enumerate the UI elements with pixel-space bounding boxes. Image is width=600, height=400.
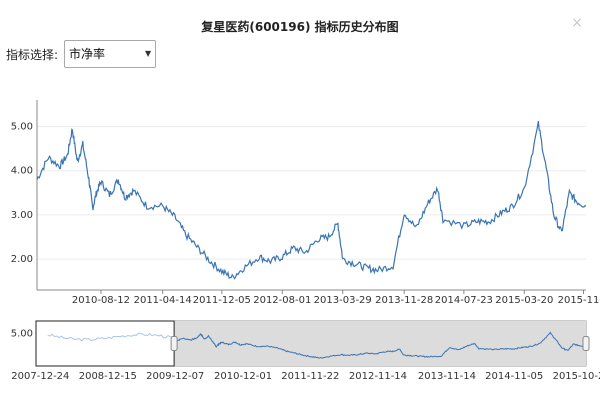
y-tick-label: 4.00 [11,166,33,177]
y-tick-label: 3.00 [11,210,33,221]
navigator-x-tick-label: 2015-10-28 [553,371,600,382]
x-tick-label: 2013-03-29 [314,295,372,306]
main-plot-area: 2.00 3.00 4.00 5.00 2010-08-12 2011-04-14 2011… [11,100,600,306]
y-tick-label: 2.00 [11,254,33,265]
navigator-x-tick-label: 2007-12-24 [11,371,69,382]
x-tick-label: 2011-12-05 [193,295,251,306]
x-tick-label: 2010-08-12 [72,295,130,306]
navigator-left-handle[interactable] [170,336,178,351]
indicator-select[interactable]: 市净率 ▼ [64,40,157,68]
navigator-y-tick-label: 5.00 [11,328,33,339]
series-line [36,120,587,280]
indicator-selector: 指标选择: 市净率 ▼ [6,40,157,68]
navigator-x-tick-label: 2011-11-22 [281,371,339,382]
navigator-selection[interactable] [174,321,586,366]
chevron-down-icon[interactable]: ▼ [144,49,152,58]
navigator-area: 5.00 2007-12-24 2008-12-15 2009-12-07 2010-1… [11,320,600,382]
navigator-x-tick-label: 2012-11-14 [349,371,407,382]
window-title: 复星医药(600196) 指标历史分布图 [201,20,399,34]
navigator-x-tick-label: 2010-12-01 [214,371,272,382]
close-icon[interactable]: × [571,15,583,31]
x-tick-label: 2015-11-1 [558,295,600,306]
x-tick-label: 2011-04-14 [134,295,192,306]
indicator-select-label: 指标选择: [6,47,59,62]
x-tick-label: 2014-07-23 [435,295,493,306]
navigator-x-tick-label: 2009-12-07 [146,371,204,382]
navigator-series-line [173,331,587,359]
x-tick-label: 2015-03-20 [495,295,553,306]
navigator-right-handle[interactable] [582,336,590,351]
navigator-history-line [47,332,173,342]
x-tick-label: 2013-11-28 [375,295,433,306]
navigator-x-tick-label: 2014-11-05 [485,371,543,382]
navigator-x-tick-label: 2013-11-14 [418,371,476,382]
y-tick-label: 5.00 [11,122,33,133]
indicator-select-value: 市净率 [69,47,106,61]
x-tick-label: 2012-08-01 [253,295,311,306]
navigator-x-tick-label: 2008-12-15 [79,371,137,382]
